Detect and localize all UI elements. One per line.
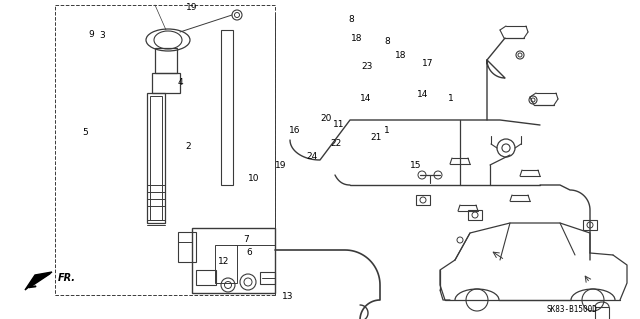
Bar xyxy=(192,228,275,293)
Bar xyxy=(221,30,233,185)
Text: 11: 11 xyxy=(333,120,344,129)
Text: 3: 3 xyxy=(99,31,105,40)
Text: 24: 24 xyxy=(306,152,317,161)
Text: 5: 5 xyxy=(82,128,88,137)
Text: 7: 7 xyxy=(243,235,249,244)
Text: 9: 9 xyxy=(88,30,94,39)
Text: 4: 4 xyxy=(178,78,184,87)
Text: SK83-B1500D: SK83-B1500D xyxy=(547,306,597,315)
Text: 14: 14 xyxy=(360,94,371,103)
Text: 10: 10 xyxy=(248,174,260,183)
Text: 2: 2 xyxy=(186,142,191,151)
Text: 14: 14 xyxy=(417,90,428,99)
Text: FR.: FR. xyxy=(58,273,76,283)
Text: 15: 15 xyxy=(410,161,421,170)
Bar xyxy=(260,272,275,284)
Text: 17: 17 xyxy=(422,59,434,68)
Bar xyxy=(416,195,430,205)
Bar xyxy=(468,210,482,220)
Text: 13: 13 xyxy=(282,292,293,301)
Text: 18: 18 xyxy=(395,51,406,60)
Text: 19: 19 xyxy=(275,161,287,170)
Text: 1: 1 xyxy=(384,126,390,135)
Bar xyxy=(583,220,597,230)
Text: 1: 1 xyxy=(448,94,454,103)
Bar xyxy=(155,48,177,73)
Text: 23: 23 xyxy=(362,63,373,71)
Text: 16: 16 xyxy=(289,126,301,135)
Text: 19: 19 xyxy=(186,4,197,12)
Bar xyxy=(147,93,165,223)
Text: 21: 21 xyxy=(370,133,381,142)
Text: 8: 8 xyxy=(384,37,390,46)
Bar xyxy=(196,270,216,285)
Bar xyxy=(215,245,237,283)
Text: 22: 22 xyxy=(330,139,342,148)
Text: 6: 6 xyxy=(246,248,252,256)
Bar xyxy=(55,5,275,295)
Text: 12: 12 xyxy=(218,257,229,266)
Text: 18: 18 xyxy=(351,34,362,43)
Bar xyxy=(178,232,196,262)
Polygon shape xyxy=(25,272,52,290)
Text: 8: 8 xyxy=(349,15,355,24)
Text: 20: 20 xyxy=(320,114,332,122)
Bar xyxy=(595,307,609,319)
Bar xyxy=(150,96,162,220)
Bar xyxy=(152,73,180,93)
